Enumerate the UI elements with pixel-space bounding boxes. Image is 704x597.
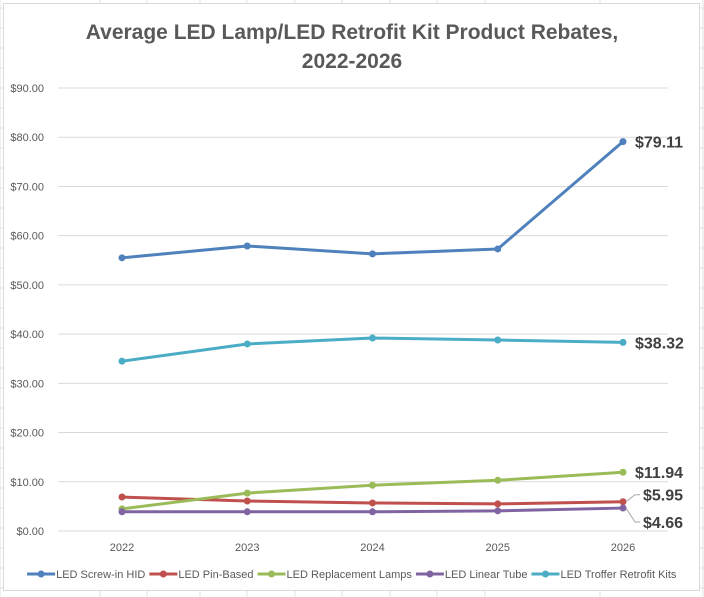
- data-point[interactable]: [619, 498, 627, 506]
- data-point[interactable]: [243, 508, 251, 516]
- data-point[interactable]: [494, 507, 502, 515]
- legend-label: LED Pin-Based: [178, 569, 253, 581]
- data-point[interactable]: [369, 334, 376, 342]
- data-point[interactable]: [369, 508, 376, 516]
- legend-label: LED Replacement Lamps: [287, 569, 413, 581]
- leader-line: [625, 494, 640, 503]
- y-tick-label: $40.00: [10, 329, 44, 341]
- data-label: $4.66: [643, 515, 683, 532]
- chart-title: Average LED Lamp/LED Retrofit Kit Produc…: [86, 21, 618, 73]
- y-tick-label: $30.00: [10, 378, 44, 390]
- data-point[interactable]: [494, 500, 502, 508]
- data-point[interactable]: [494, 336, 502, 344]
- data-point[interactable]: [619, 504, 627, 512]
- y-tick-label: $70.00: [10, 181, 44, 193]
- data-point[interactable]: [118, 493, 126, 501]
- x-tick-label: 2024: [360, 542, 384, 554]
- y-tick-label: $20.00: [10, 428, 44, 440]
- legend-item[interactable]: LED Replacement Lamps: [257, 569, 413, 581]
- data-point[interactable]: [369, 499, 376, 507]
- y-tick-label: $60.00: [10, 231, 44, 243]
- y-axis: $0.00 $10.00 $20.00 $30.00 $40.00 $50.00 $60.0…: [10, 83, 44, 538]
- series-line[interactable]: [121, 140, 624, 260]
- series-led-troffer-retrofit-kits[interactable]: [118, 334, 627, 365]
- data-point[interactable]: [619, 138, 627, 146]
- legend-item[interactable]: LED Pin-Based: [149, 569, 254, 581]
- legend-swatch-marker: [159, 570, 167, 578]
- legend-item[interactable]: LED Screw-in HID: [27, 569, 145, 581]
- legend-label: LED Troffer Retrofit Kits: [560, 569, 676, 581]
- legend-label: LED Screw-in HID: [56, 569, 145, 581]
- y-tick-label: $50.00: [10, 280, 44, 292]
- x-tick-label: 2023: [235, 542, 259, 554]
- legend-swatch-marker: [268, 570, 276, 578]
- chart-title-line-2: 2022-2026: [302, 50, 402, 73]
- data-point[interactable]: [619, 468, 627, 476]
- series-led-linear-tube[interactable]: [118, 504, 627, 516]
- y-tick-label: $90.00: [10, 83, 44, 95]
- legend-item[interactable]: LED Troffer Retrofit Kits: [531, 569, 677, 581]
- data-point[interactable]: [118, 508, 126, 516]
- legend[interactable]: LED Screw-in HID LED Pin-Based LED Replace…: [27, 569, 677, 581]
- x-tick-label: 2026: [611, 542, 635, 554]
- data-labels: $79.11 $5.95 $11.94 $4.66 $38.32: [625, 135, 684, 532]
- legend-swatch-marker: [541, 570, 549, 578]
- data-point[interactable]: [243, 340, 251, 348]
- data-point[interactable]: [369, 481, 376, 489]
- data-point[interactable]: [619, 338, 627, 346]
- y-tick-label: $0.00: [16, 526, 44, 538]
- series-led-replacement-lamps[interactable]: [118, 468, 627, 513]
- data-label: $38.32: [635, 335, 684, 352]
- x-tick-label: 2025: [486, 542, 510, 554]
- series-group: [118, 138, 627, 516]
- data-label: $79.11: [635, 135, 683, 152]
- data-point[interactable]: [243, 242, 251, 250]
- legend-swatch-marker: [426, 570, 434, 578]
- x-tick-label: 2022: [110, 542, 134, 554]
- data-point[interactable]: [118, 357, 126, 365]
- data-point[interactable]: [369, 250, 376, 258]
- y-tick-label: $80.00: [10, 132, 44, 144]
- gridlines: [58, 87, 668, 532]
- y-tick-label: $10.00: [10, 477, 44, 489]
- chart-title-line-1: Average LED Lamp/LED Retrofit Kit Produc…: [86, 21, 618, 44]
- legend-label: LED Linear Tube: [445, 569, 528, 581]
- data-label: $5.95: [643, 488, 683, 505]
- legend-item[interactable]: LED Linear Tube: [415, 569, 528, 581]
- data-point[interactable]: [243, 497, 251, 505]
- legend-swatch-marker: [37, 570, 45, 578]
- chart-area[interactable]: [3, 3, 700, 591]
- series-led-screw-in-hid[interactable]: [118, 138, 627, 262]
- x-axis: 2022 2023 2024 2025 2026: [110, 542, 635, 554]
- data-point[interactable]: [243, 489, 251, 497]
- data-point[interactable]: [494, 245, 502, 253]
- data-point[interactable]: [118, 254, 126, 262]
- leader-line: [625, 507, 640, 523]
- data-label: $11.94: [635, 465, 683, 482]
- data-point[interactable]: [494, 476, 502, 484]
